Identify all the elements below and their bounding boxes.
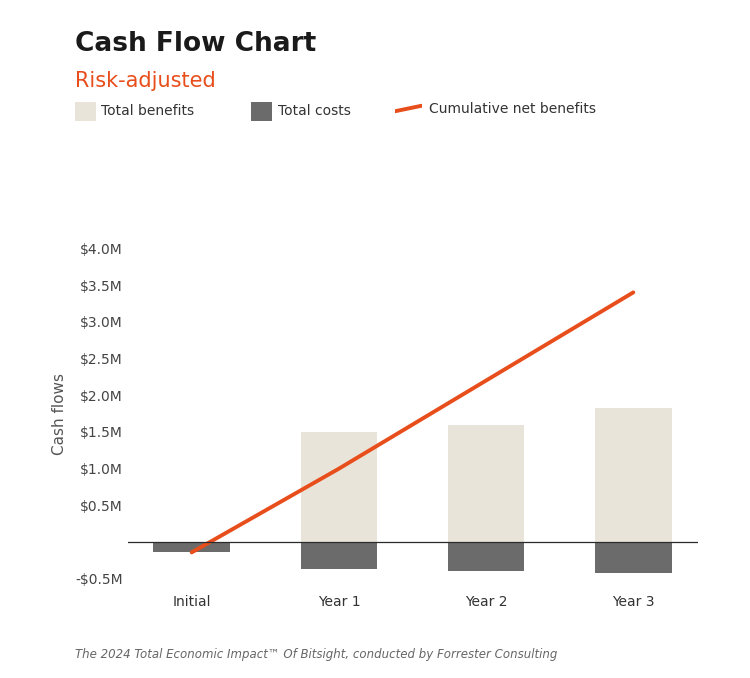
Bar (448, 542, 524, 572)
Text: The 2024 Total Economic Impact™ Of Bitsight, conducted by Forrester Consulting: The 2024 Total Economic Impact™ Of Bitsi… (75, 648, 557, 661)
Text: Total benefits: Total benefits (101, 104, 194, 118)
Y-axis label: Cash flows: Cash flows (52, 373, 67, 454)
Text: Cumulative net benefits: Cumulative net benefits (429, 102, 596, 116)
Text: Cash Flow Chart: Cash Flow Chart (75, 31, 316, 56)
Bar (448, 424, 524, 542)
Bar (301, 542, 377, 569)
Bar (595, 542, 671, 573)
Bar (301, 432, 377, 542)
Bar (154, 542, 230, 553)
Text: Total costs: Total costs (278, 104, 350, 118)
Bar (595, 408, 671, 542)
Text: Risk-adjusted: Risk-adjusted (75, 71, 216, 91)
